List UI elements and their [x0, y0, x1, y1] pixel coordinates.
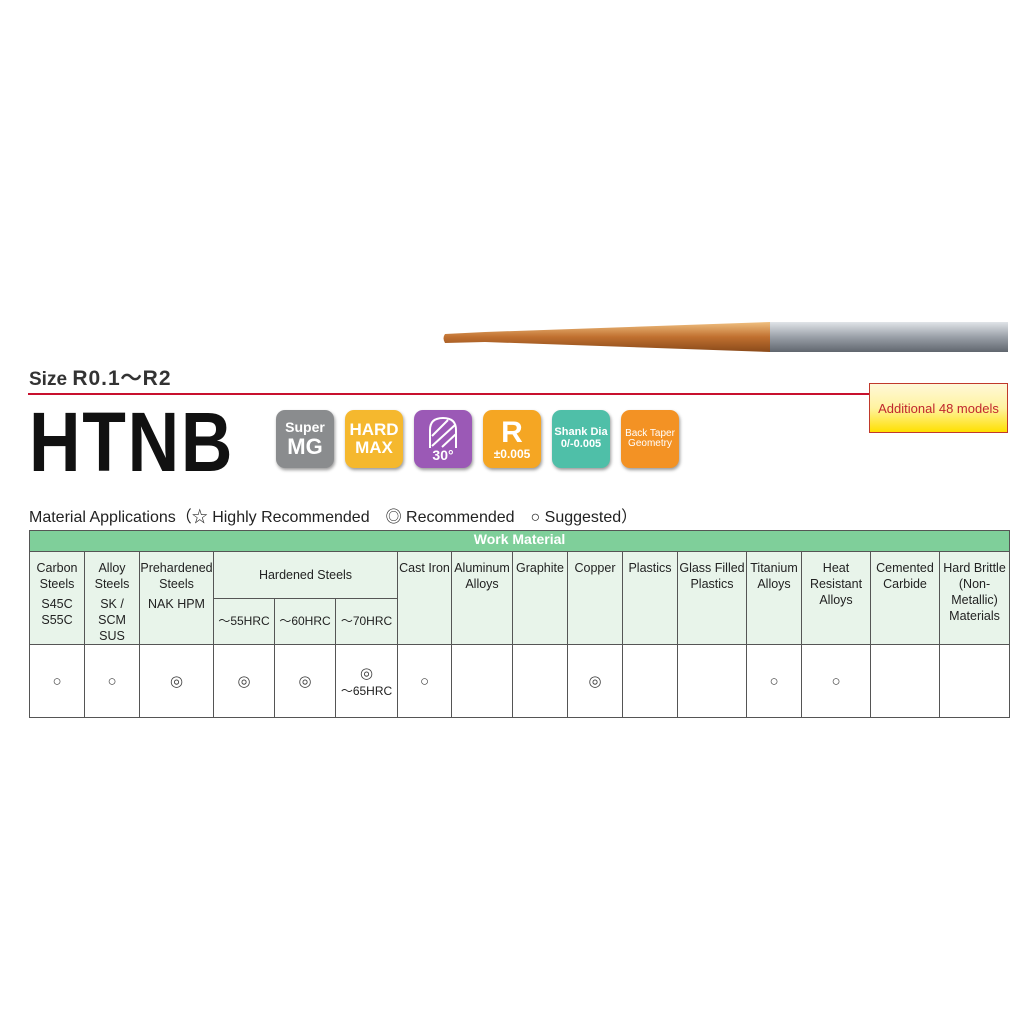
header-label: Prehardened Steels: [140, 561, 213, 591]
suitability-cell: [677, 644, 747, 718]
header-label: Heat Resistant Alloys: [809, 561, 863, 607]
suitability-mark: ◎: [588, 673, 602, 690]
badge-line: Geometry: [628, 438, 672, 449]
badge-line: Shank Dia: [554, 426, 608, 439]
back-taper-badge: Back Taper Geometry: [621, 410, 679, 468]
suitability-mark: ○: [107, 672, 117, 690]
badge-line: 0/-0.005: [560, 438, 602, 450]
material-header: Cast Iron: [397, 551, 452, 645]
material-header: Carbon Steels S45C S55C: [29, 551, 85, 645]
badge-line: MG: [287, 433, 323, 459]
work-material-header: Work Material: [28, 530, 1011, 552]
hard-max-badge: HARD MAX: [345, 410, 403, 468]
suitability-cell: ◎: [213, 644, 275, 718]
suitability-cell: ◎ ～65HRC: [335, 644, 398, 718]
size-range: Size R0.1～R2: [29, 362, 172, 392]
suitability-cell: ◎: [567, 644, 623, 718]
r-tolerance-badge: R ±0.005: [483, 410, 541, 468]
suitability-mark: ◎: [298, 673, 312, 690]
material-header: Titanium Alloys: [746, 551, 802, 645]
suitability-cell: ○: [29, 644, 85, 718]
suitability-cell: ○: [397, 644, 452, 718]
suitability-cell: [938, 644, 1011, 718]
additional-models-box: Additional 48 models: [869, 383, 1008, 433]
material-header: Cemented Carbide: [870, 551, 940, 645]
material-header: Glass Filled Plastics: [677, 551, 747, 645]
suitability-mark: ◎: [237, 673, 251, 690]
suitability-cell: [451, 644, 513, 718]
divider: [28, 393, 870, 395]
header-label: ～55HRC: [218, 614, 270, 629]
header-label: Glass Filled Plastics: [679, 561, 745, 591]
suitability-mark: ◎: [169, 673, 184, 690]
material-header: Heat Resistant Alloys: [801, 551, 871, 645]
suitability-mark: ○: [831, 672, 841, 690]
work-material-table: Work Material Carbon Steels S45C S55C Allo…: [28, 530, 1011, 718]
header-label: Plastics: [628, 561, 672, 575]
product-title: HTNB: [29, 395, 235, 489]
suitability-cell: ○: [801, 644, 871, 718]
header-label: Hard Brittle (Non-Metallic) Materials: [943, 561, 1006, 623]
hardness-header: ～60HRC: [274, 597, 336, 645]
suitability-cell: ○: [84, 644, 140, 718]
header-grade: SK / SCM SUS: [98, 597, 126, 643]
header-label: Titanium Alloys: [750, 561, 798, 591]
badge-line: Back Taper: [625, 427, 675, 439]
header-label: Aluminum Alloys: [454, 561, 510, 591]
material-header: Hard Brittle (Non-Metallic) Materials: [938, 551, 1011, 645]
material-header: Plastics: [622, 551, 678, 645]
header-label: ～60HRC: [279, 614, 331, 629]
hardness-header: ～70HRC: [335, 597, 398, 645]
material-applications-legend: Material Applications（☆ Highly Recommend…: [29, 509, 638, 526]
suitability-cell: [622, 644, 678, 718]
header-label: Copper: [574, 561, 616, 575]
badge-line: ±0.005: [493, 447, 531, 462]
hardened-steels-header: Hardened Steels: [213, 551, 398, 599]
badge-line: Super: [285, 419, 325, 436]
header-label: Hardened Steels: [258, 567, 353, 582]
header-label: Cast Iron: [399, 561, 450, 575]
suitability-cell: ◎: [274, 644, 336, 718]
material-header: Alloy Steels SK / SCM SUS: [84, 551, 140, 645]
header-label: Carbon Steels: [36, 561, 78, 591]
suitability-cell: ○: [746, 644, 802, 718]
material-header: Aluminum Alloys: [451, 551, 513, 645]
hardness-note: ～65HRC: [340, 683, 393, 698]
header-label: Graphite: [516, 561, 564, 575]
suitability-cell: ◎: [139, 644, 214, 718]
suitability-mark: ○: [419, 672, 430, 690]
material-header: Prehardened Steels NAK HPM: [139, 551, 214, 645]
header-grade: S45C S55C: [41, 597, 73, 627]
badge-line: 30°: [432, 446, 454, 463]
suitability-cell: [870, 644, 940, 718]
suitability-mark: ○: [52, 672, 62, 690]
suitability-mark: ○: [769, 672, 779, 690]
badge-line: HARD: [349, 420, 399, 440]
material-header: Graphite: [512, 551, 568, 645]
hardness-header: ～55HRC: [213, 597, 275, 645]
material-header: Copper: [567, 551, 623, 645]
badge-line: MAX: [355, 438, 393, 457]
suitability-mark: ◎: [359, 664, 374, 682]
header-label: Cemented Carbide: [876, 561, 934, 591]
shank-dia-badge: Shank Dia 0/-0.005: [552, 410, 610, 468]
header-label: ～70HRC: [340, 614, 393, 629]
header-grade: NAK HPM: [148, 597, 205, 611]
super-mg-badge: Super MG: [276, 410, 334, 468]
header-label: Alloy Steels: [94, 561, 130, 591]
helix-angle-icon: [429, 416, 457, 448]
helix-30-badge: 30°: [414, 410, 472, 468]
size-value: R0.1～R2: [72, 367, 172, 390]
size-label: Size: [29, 369, 68, 390]
badge-line: R: [501, 415, 523, 449]
end-mill-image: [443, 322, 1008, 352]
suitability-cell: [512, 644, 568, 718]
